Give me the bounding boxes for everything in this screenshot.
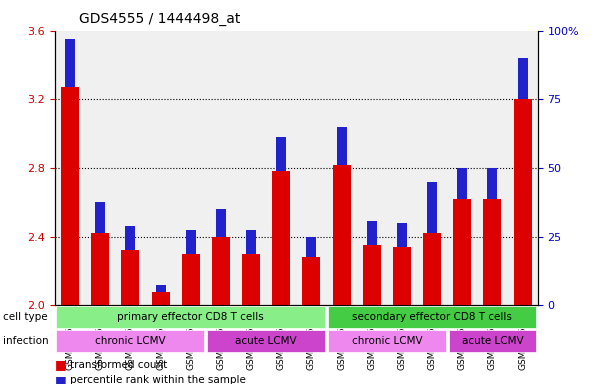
Bar (457, 168, 467, 199)
Bar (181, 254, 200, 305)
Bar (186, 230, 196, 254)
Text: percentile rank within the sample: percentile rank within the sample (70, 375, 246, 384)
Bar (61, 87, 79, 305)
Text: acute LCMV: acute LCMV (462, 336, 523, 346)
Bar (95, 202, 105, 233)
Bar (427, 182, 437, 233)
Bar (307, 237, 316, 257)
Bar (393, 247, 411, 305)
Bar (483, 199, 502, 305)
Text: ■: ■ (55, 374, 67, 384)
Bar (216, 209, 226, 237)
Bar (246, 230, 256, 254)
FancyBboxPatch shape (56, 331, 204, 352)
Bar (276, 137, 286, 171)
Bar (513, 99, 532, 305)
Bar (212, 237, 230, 305)
Bar (453, 199, 471, 305)
Text: GDS4555 / 1444498_at: GDS4555 / 1444498_at (79, 12, 241, 25)
Text: cell type: cell type (3, 312, 48, 322)
Bar (332, 165, 351, 305)
Bar (302, 257, 320, 305)
FancyBboxPatch shape (207, 331, 325, 352)
Text: infection: infection (3, 336, 49, 346)
Bar (273, 171, 290, 305)
Bar (65, 39, 75, 87)
Text: acute LCMV: acute LCMV (235, 336, 297, 346)
Bar (367, 221, 377, 245)
Bar (152, 291, 170, 305)
FancyBboxPatch shape (448, 331, 536, 352)
Text: primary effector CD8 T cells: primary effector CD8 T cells (117, 312, 264, 322)
Bar (337, 127, 346, 165)
Text: transformed count: transformed count (70, 360, 167, 370)
Bar (122, 250, 139, 305)
Bar (156, 285, 166, 291)
Text: chronic LCMV: chronic LCMV (95, 336, 166, 346)
Text: chronic LCMV: chronic LCMV (351, 336, 422, 346)
Bar (397, 223, 407, 247)
Text: ■: ■ (55, 358, 67, 371)
FancyBboxPatch shape (56, 306, 325, 328)
Bar (423, 233, 441, 305)
Bar (242, 254, 260, 305)
FancyBboxPatch shape (328, 306, 536, 328)
Bar (488, 168, 497, 199)
Bar (125, 226, 136, 250)
Bar (363, 245, 381, 305)
Bar (518, 58, 527, 99)
Text: secondary effector CD8 T cells: secondary effector CD8 T cells (352, 312, 512, 322)
FancyBboxPatch shape (328, 331, 445, 352)
Bar (91, 233, 109, 305)
